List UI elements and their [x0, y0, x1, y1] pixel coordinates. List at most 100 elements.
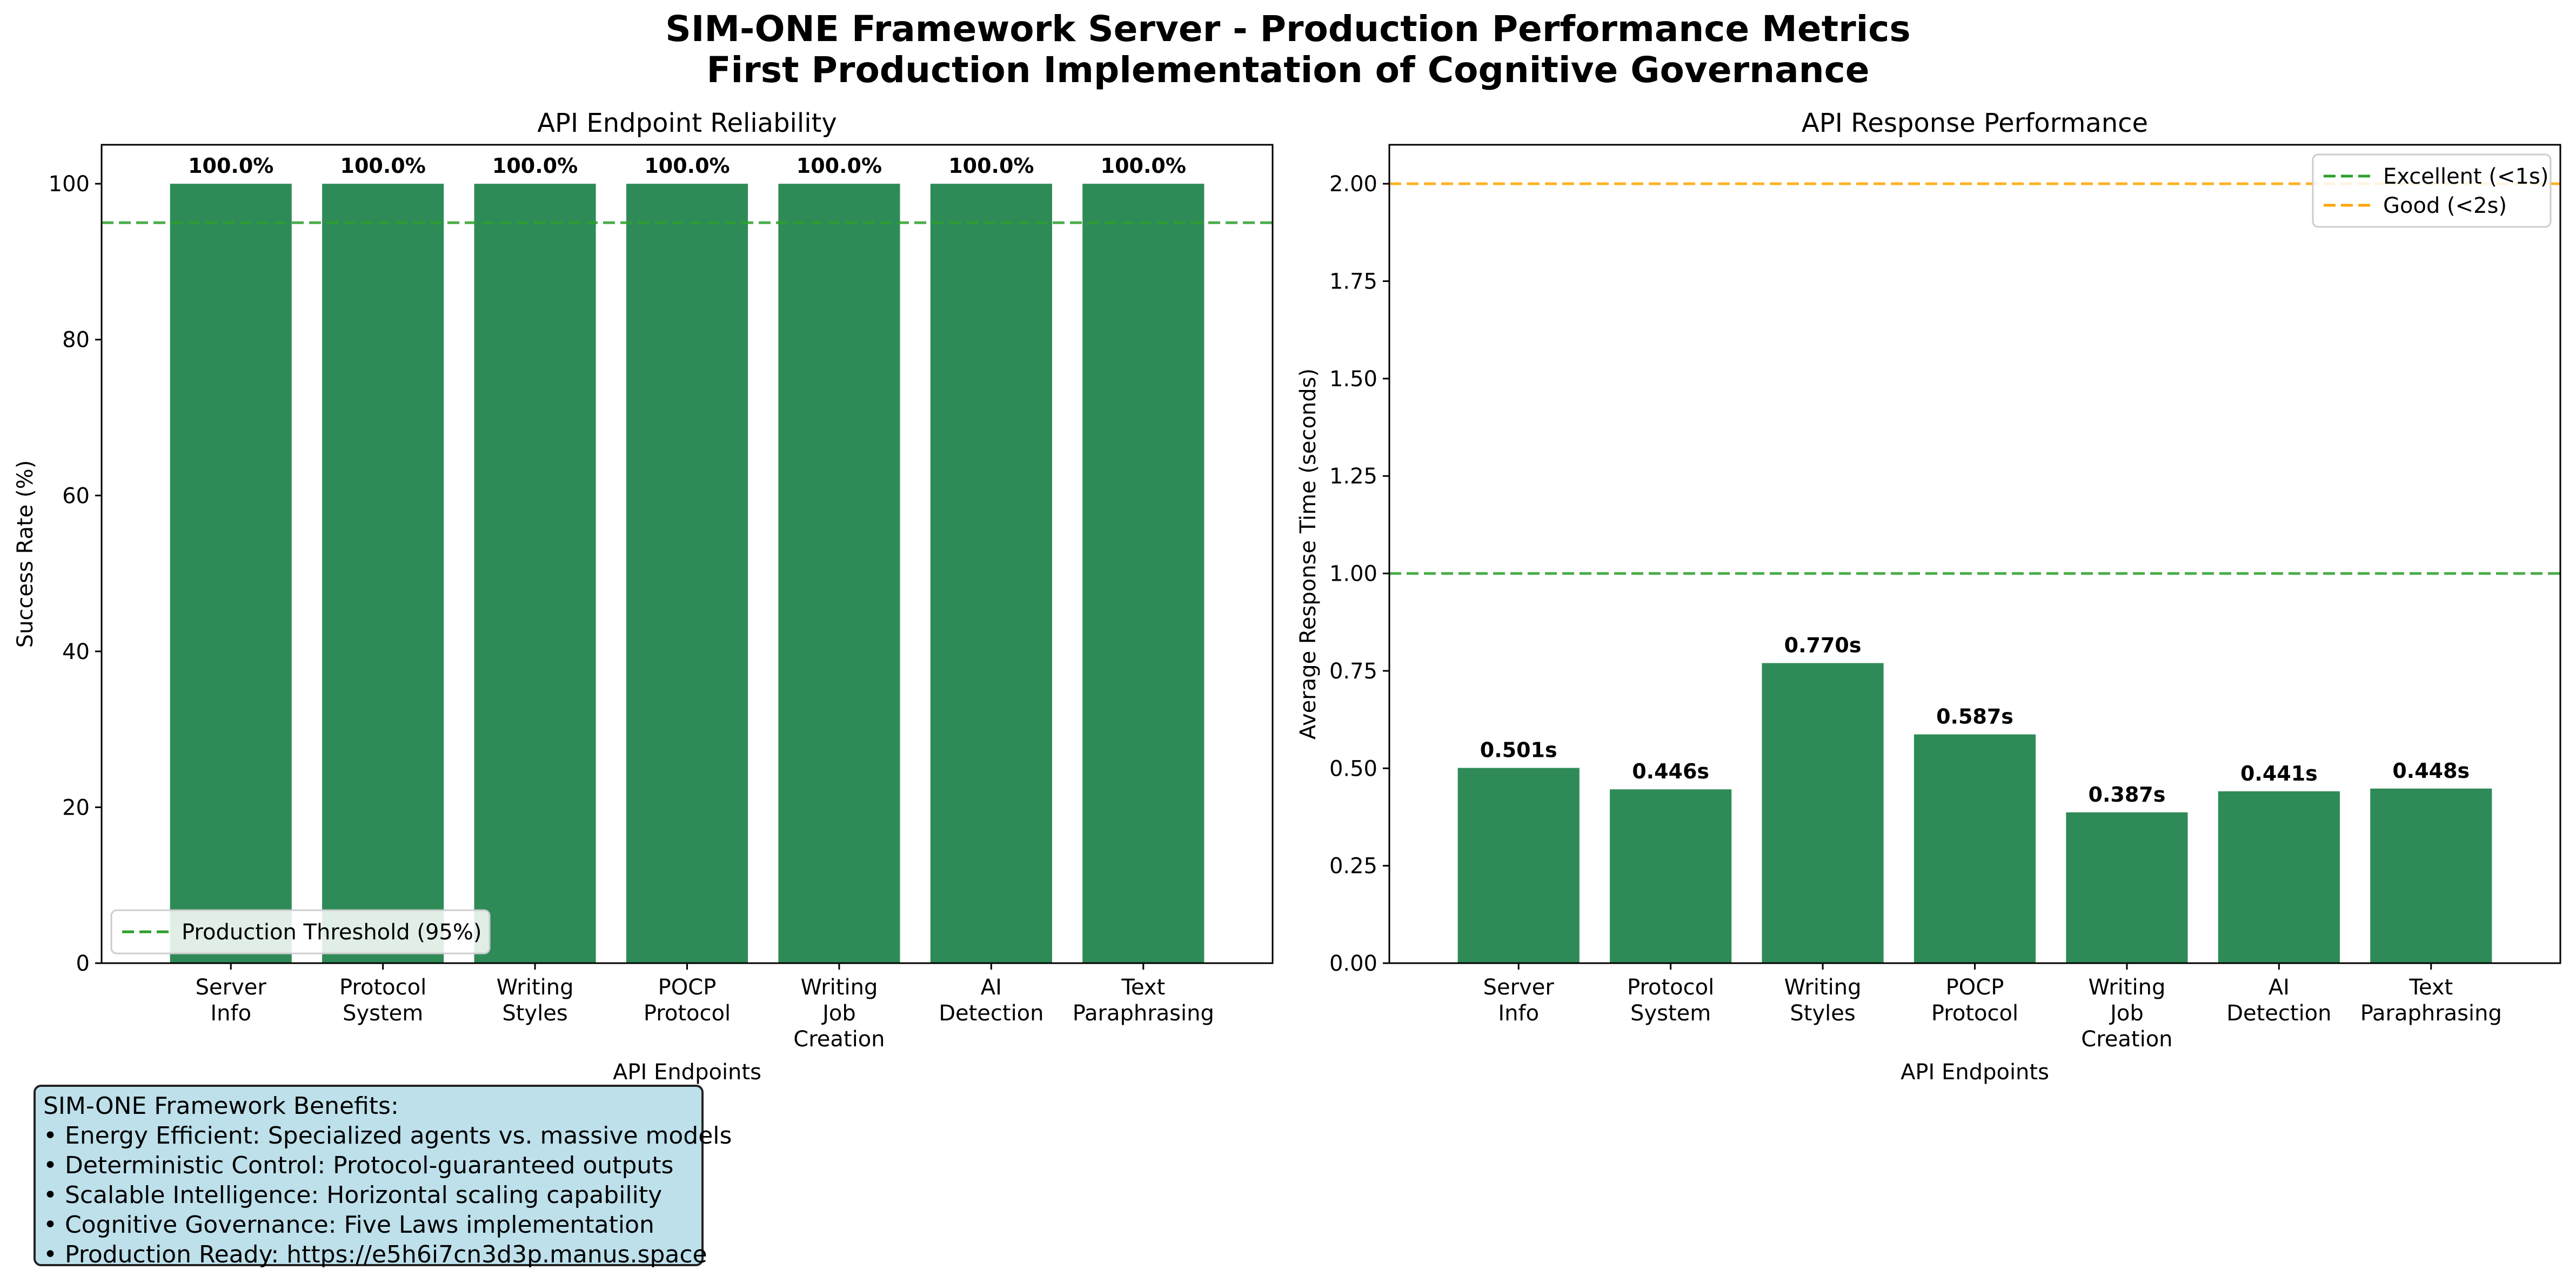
x-tick-label: POCP Protocol [1931, 975, 2018, 1026]
x-tick-label-line: Protocol [339, 975, 426, 1000]
bar [1457, 768, 1580, 963]
figure-title: SIM-ONE Framework Server - Production Pe… [665, 8, 1911, 50]
data-label: 0.770s [1784, 634, 1862, 657]
bar [1913, 734, 2036, 963]
x-tick-label-line: POCP [1946, 975, 2004, 1000]
x-tick-label: Protocol System [339, 975, 426, 1026]
x-tick-label-line: System [343, 1001, 423, 1026]
x-tick-label-line: System [1630, 1001, 1711, 1026]
x-tick-label: Server Info [196, 975, 267, 1026]
bar [626, 184, 748, 964]
x-tick-label-line: Writing [1784, 975, 1862, 1000]
data-label: 0.448s [2392, 759, 2470, 783]
x-tick-label-line: Styles [502, 1001, 567, 1026]
bar [2370, 788, 2492, 963]
data-label: 100.0% [188, 154, 273, 178]
y-tick-label: 20 [62, 795, 90, 820]
x-tick-label: AI Detection [2226, 975, 2331, 1026]
benefits-box: SIM-ONE Framework Benefits: • Energy Eff… [34, 1085, 732, 1268]
x-tick-label: Writing Job Creation [2081, 975, 2172, 1052]
legend-label: Excellent (<1s) [2383, 164, 2548, 189]
x-tick-label-line: Styles [1790, 1001, 1855, 1026]
x-tick-label-line: Creation [2081, 1027, 2172, 1052]
x-tick-label-line: Server [196, 975, 267, 1000]
data-label: 100.0% [644, 154, 730, 178]
x-tick-label-line: Server [1483, 975, 1555, 1000]
y-axis-label: Success Rate (%) [13, 460, 38, 648]
bar [778, 184, 900, 964]
bar [1082, 184, 1205, 964]
data-label: 0.446s [1632, 760, 1709, 783]
y-tick-label: 1.75 [1329, 270, 1377, 294]
x-axis-label: API Endpoints [613, 1060, 761, 1085]
legend-label: Good (<2s) [2383, 193, 2507, 218]
figure-subtitle: First Production Implementation of Cogni… [706, 49, 1870, 91]
x-tick-label-line: Detection [2226, 1001, 2331, 1026]
bar [1610, 789, 1732, 963]
y-tick-label: 0.50 [1329, 756, 1377, 781]
x-tick-label: Writing Styles [497, 975, 574, 1026]
x-tick-label-line: Job [2109, 1001, 2144, 1026]
x-tick-label-line: Writing [497, 975, 574, 1000]
bar [474, 184, 596, 964]
x-tick-label-line: Protocol [1627, 975, 1714, 1000]
y-tick-label: 60 [62, 483, 90, 508]
x-tick-label: POCP Protocol [644, 975, 731, 1026]
benefit-item: • Scalable Intelligence: Horizontal scal… [43, 1181, 663, 1209]
data-label: 100.0% [948, 154, 1034, 178]
benefits-heading: SIM-ONE Framework Benefits: [43, 1092, 399, 1120]
x-tick-label-line: Protocol [644, 1001, 731, 1026]
x-tick-label-line: Info [210, 1001, 251, 1026]
bar [2066, 812, 2188, 963]
data-label: 0.441s [2240, 762, 2318, 785]
data-label: 100.0% [340, 154, 426, 178]
x-tick-label-line: POCP [658, 975, 717, 1000]
y-tick-label: 1.00 [1329, 562, 1377, 587]
data-label: 100.0% [797, 154, 882, 178]
x-tick-label-line: AI [2269, 975, 2290, 1000]
x-tick-label: Text Paraphrasing [1073, 975, 1214, 1026]
y-tick-label: 40 [62, 640, 90, 664]
bar [322, 184, 444, 964]
x-tick-label: Writing Job Creation [793, 975, 885, 1052]
x-tick-label-line: Paraphrasing [1073, 1001, 1214, 1026]
y-tick-label: 0 [76, 951, 90, 976]
legend-label: Production Threshold (95%) [182, 920, 482, 945]
y-tick-label: 80 [62, 328, 90, 353]
x-tick-label-line: Writing [2088, 975, 2165, 1000]
x-tick-label-line: Detection [939, 1001, 1043, 1026]
chart-title: API Response Performance [1802, 108, 2148, 138]
x-tick-label-line: Protocol [1931, 1001, 2018, 1026]
y-tick-label: 1.50 [1329, 367, 1377, 392]
legend-box [2312, 153, 2552, 228]
x-tick-label: AI Detection [939, 975, 1043, 1026]
bar [930, 184, 1052, 964]
benefit-item: • Deterministic Control: Protocol-guaran… [43, 1152, 674, 1179]
y-tick-label: 0.00 [1329, 951, 1377, 976]
x-tick-label-line: Text [2408, 975, 2453, 1000]
x-tick-label: Text Paraphrasing [2360, 975, 2502, 1026]
x-tick-label: Protocol System [1627, 975, 1714, 1026]
y-tick-label: 100 [49, 172, 90, 197]
x-tick-label-line: AI [981, 975, 1002, 1000]
reliability-chart: API Endpoint Reliability 100.0% 100.0% 100.… [13, 108, 1274, 1085]
x-tick-label-line: Paraphrasing [2360, 1001, 2502, 1026]
bar [2218, 791, 2340, 963]
data-label: 0.501s [1480, 738, 1557, 762]
chart-title: API Endpoint Reliability [537, 108, 837, 138]
bar [170, 184, 292, 964]
data-label: 100.0% [492, 154, 578, 178]
y-tick-label: 1.25 [1329, 464, 1377, 489]
response-time-chart: API Response Performance 0.501s 0.446s 0.77… [1296, 108, 2561, 1085]
legend: Production Threshold (95%) [110, 909, 491, 955]
x-axis-label: API Endpoints [1901, 1060, 2049, 1085]
y-tick-label: 0.75 [1329, 659, 1377, 684]
y-axis-label: Average Response Time (seconds) [1296, 368, 1321, 740]
x-tick-label-line: Creation [793, 1027, 885, 1052]
bar [1762, 663, 1884, 963]
legend-box [110, 909, 491, 955]
y-tick-label: 0.25 [1329, 854, 1377, 879]
x-tick-label: Server Info [1483, 975, 1555, 1026]
data-label: 0.387s [2089, 783, 2166, 806]
